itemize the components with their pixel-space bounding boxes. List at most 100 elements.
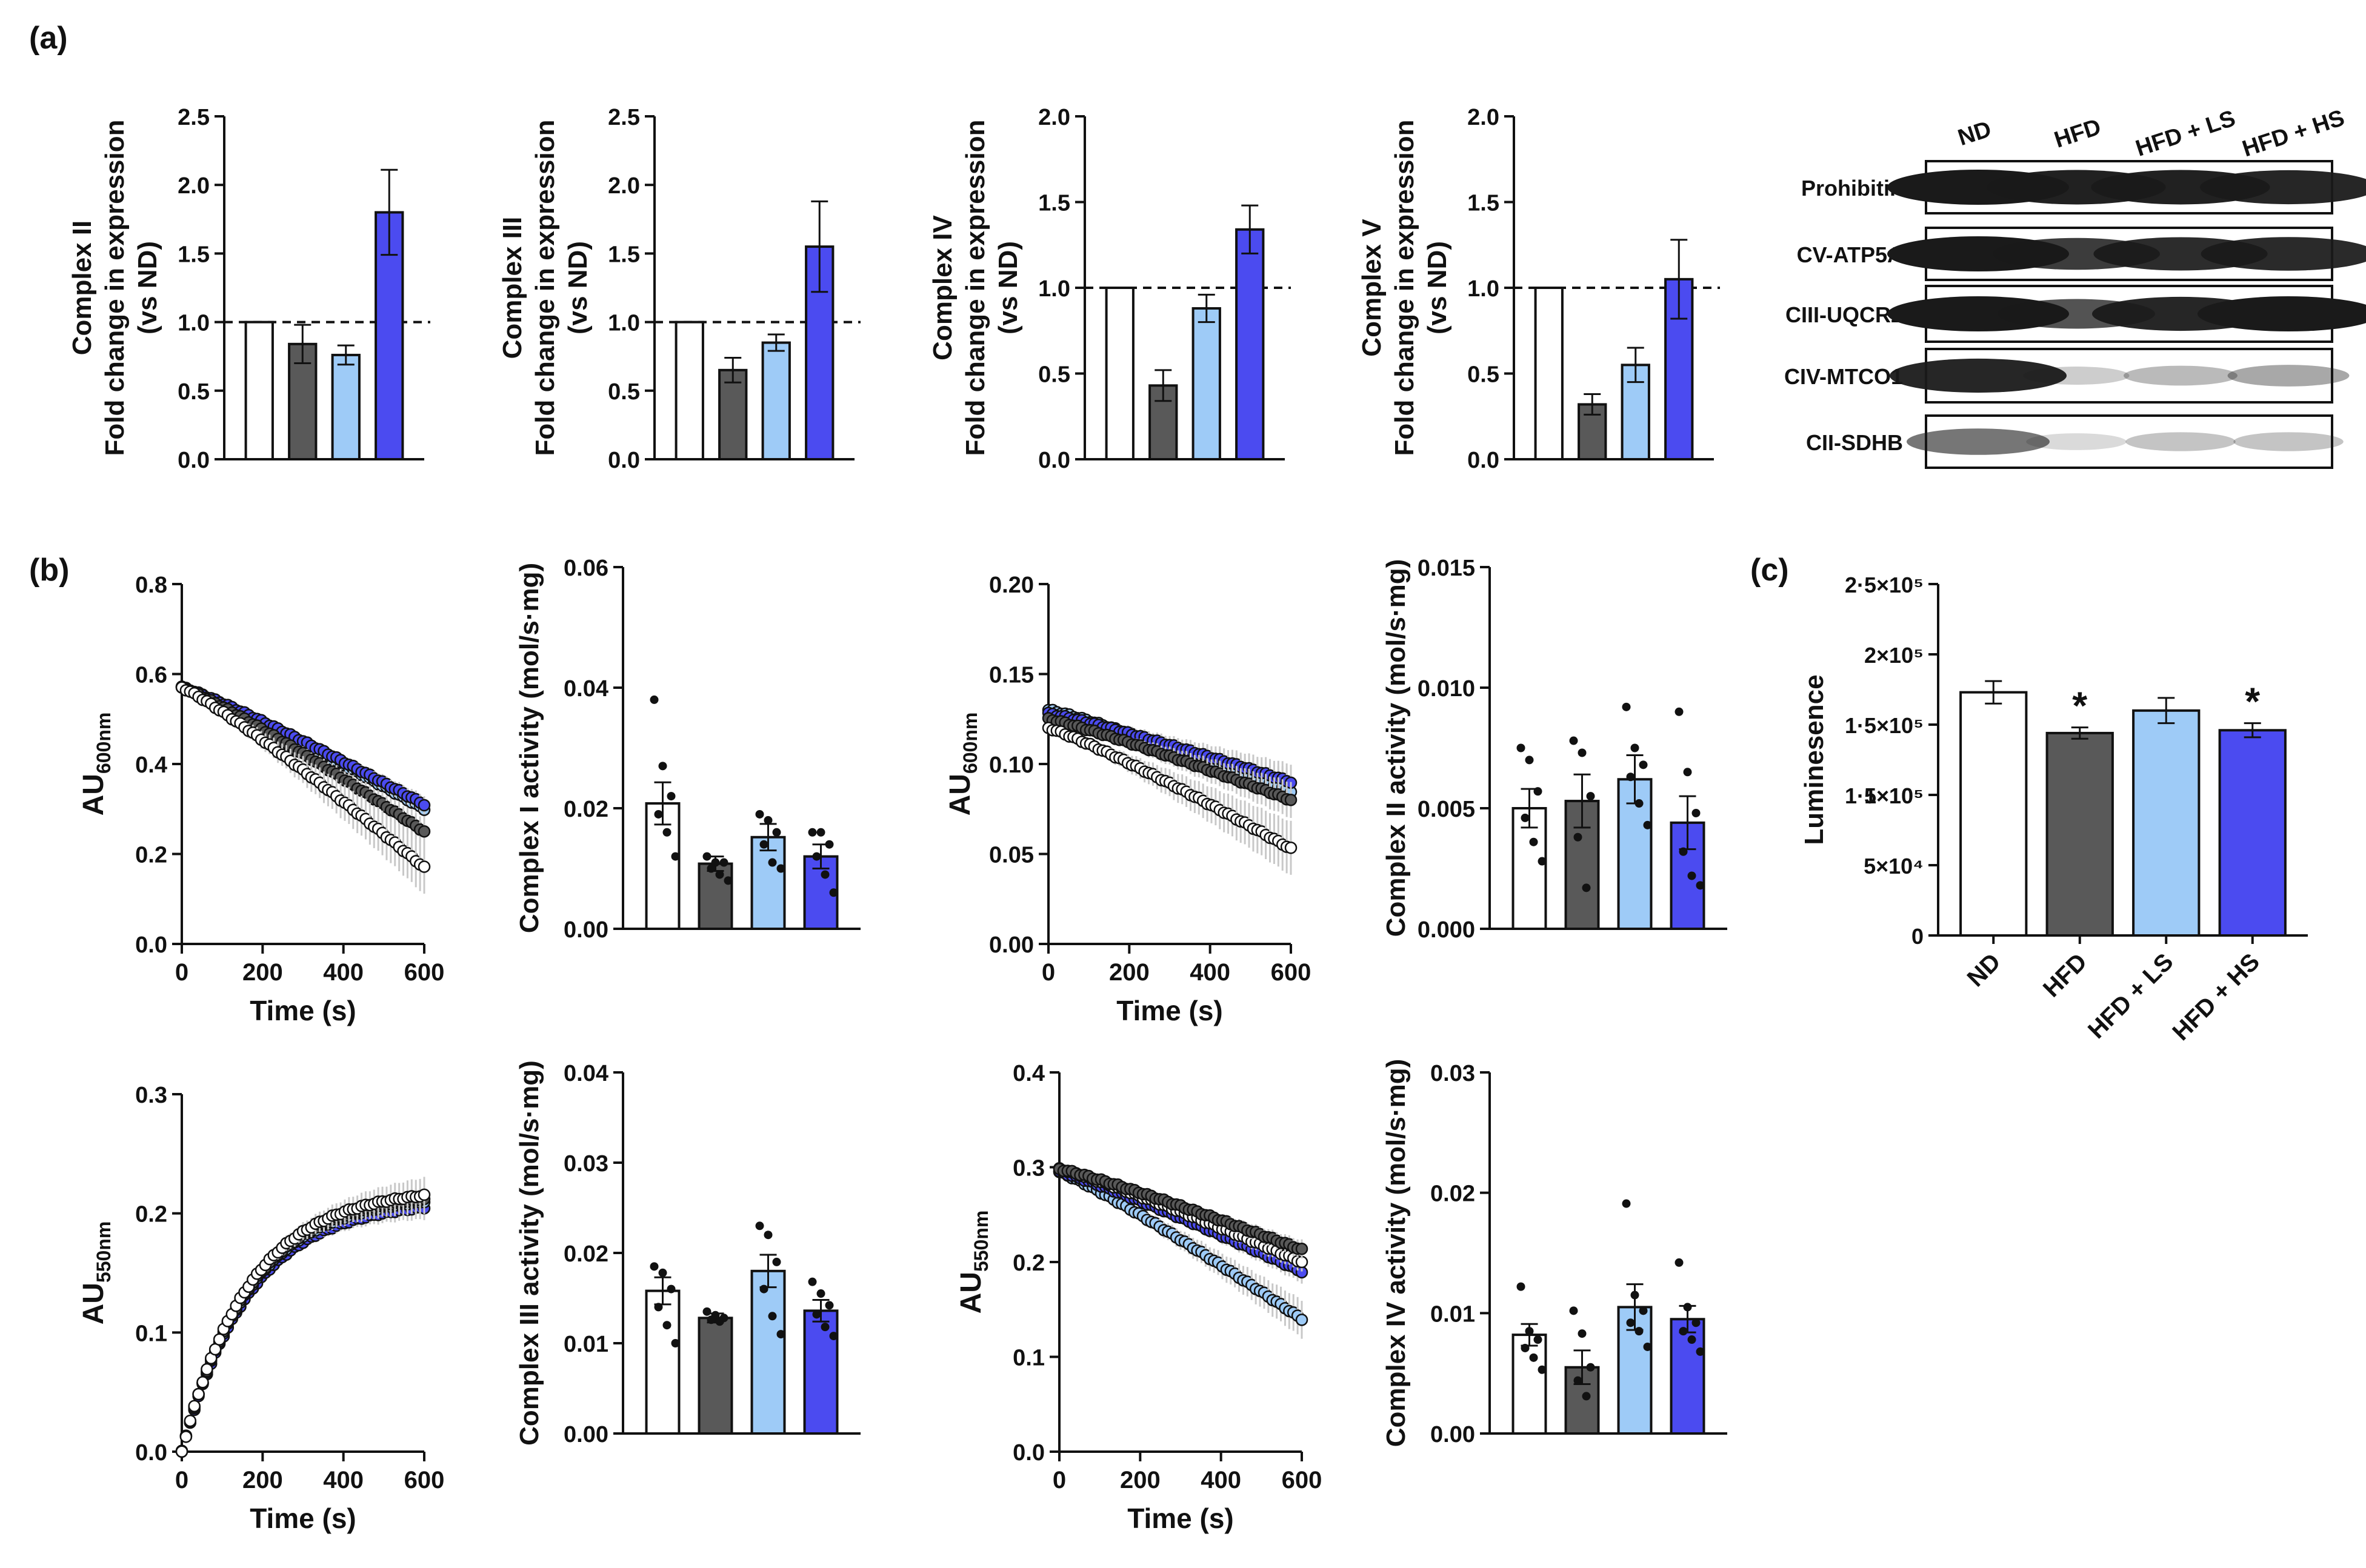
data-point [658, 762, 667, 771]
data-point [812, 852, 821, 861]
y-axis-title-main: AU [78, 1283, 110, 1324]
data-point [1675, 707, 1684, 716]
y-tick-label: 0.010 [1418, 676, 1475, 702]
scatter-chart-b1: 0.0 0.2 0.4 0.6 0.8 0 200 400 600 Time (s) AU600nm [78, 573, 444, 1026]
data-point [715, 870, 724, 879]
bar-0 [244, 321, 274, 460]
data-point [1582, 883, 1591, 892]
y-tick-label: 0.2 [1013, 1251, 1045, 1276]
bar-chart-a4: 0.0 0.5 1.0 1.5 2.0 Complex V Fold change in e… [1357, 105, 1720, 473]
data-point [1586, 1363, 1595, 1372]
y-tick-label: 0.00 [989, 932, 1034, 958]
data-point [1573, 1376, 1582, 1385]
y-tick-label: 0.02 [564, 1241, 608, 1267]
data-point [808, 1277, 817, 1286]
y-axis-title-main: AU [944, 774, 976, 816]
data-point [1643, 1342, 1652, 1351]
western-blot: ND HFD HFD + LS HFD + HS Prohibitin CV-ATP5A C… [1784, 105, 2366, 469]
y-tick-label: 2×10⁵ [1864, 643, 1924, 668]
data-point [772, 828, 781, 837]
bar-3 [1670, 1318, 1705, 1435]
data-point [1639, 1306, 1648, 1315]
y-axis-title: Complex II [67, 221, 97, 356]
blot-band [2227, 365, 2350, 387]
data-point [1586, 792, 1595, 801]
significance-marker: * [2072, 684, 2087, 728]
blot-band [2125, 432, 2236, 451]
data-point [1630, 1291, 1639, 1300]
y-tick-label: 2·5×10⁵ [1845, 573, 1924, 597]
blot-band [2124, 365, 2238, 386]
blot-band [2023, 367, 2130, 385]
data-point [707, 1315, 716, 1324]
data-point [759, 840, 768, 849]
x-tick-label: 600 [404, 959, 445, 986]
y-tick-label: 0.8 [135, 573, 167, 598]
bar-0 [675, 321, 704, 460]
data-point [650, 695, 659, 704]
y-axis-title-line2: Fold change in expression [100, 119, 130, 456]
y-axis-title-main: AU [955, 1272, 987, 1314]
y-tick-label: 0.04 [564, 676, 608, 702]
bar-chart-c: 05×10⁴1·5×10⁵1×10⁵1·5×10⁵2×10⁵2·5×10⁵ND*… [1799, 573, 2308, 1046]
y-axis-title-subscript: 550nm [970, 1211, 992, 1272]
y-tick-label: 0 [1911, 924, 1924, 949]
data-point [1679, 847, 1688, 856]
y-tick-label: 0.1 [135, 1321, 167, 1346]
y-axis-title-subscript: 600nm [93, 713, 115, 774]
y-tick-label: 0.0 [1013, 1440, 1045, 1466]
data-point [1643, 820, 1652, 829]
bar-chart-b2: 0.00 0.02 0.04 0.06 Complex I activity (mol/… [515, 556, 861, 943]
y-tick-label: 0.02 [1430, 1181, 1475, 1207]
data-point [175, 1445, 188, 1458]
bar-chart-a2: 0.0 0.5 1.0 1.5 2.0 2.5 Complex III Fold change… [498, 105, 861, 473]
data-point [179, 1430, 193, 1443]
bar-3 [1235, 228, 1265, 460]
y-tick-label: 0.015 [1418, 556, 1475, 581]
data-point [768, 1312, 777, 1321]
data-point [654, 809, 663, 819]
data-point [1538, 857, 1547, 866]
x-tick-label: ND [1962, 948, 2006, 992]
y-axis-title: Complex V [1357, 219, 1387, 357]
data-point [702, 852, 711, 861]
bar-1 [2045, 731, 2114, 937]
data-point [1516, 743, 1525, 752]
data-point [1683, 768, 1692, 777]
data-point [719, 858, 728, 867]
y-tick-label: 0.01 [564, 1332, 608, 1357]
y-tick-label: 1.0 [1038, 276, 1070, 302]
data-point [755, 809, 764, 819]
y-axis-title: AU600nm [78, 713, 115, 816]
blot-strip [1925, 348, 2333, 404]
y-tick-label: 0.20 [989, 573, 1034, 598]
x-tick-label: HFD + HS [2167, 948, 2265, 1046]
y-tick-label: 2.0 [1038, 105, 1070, 130]
series-hfd [1042, 712, 1298, 818]
scatter-chart-b3: 0.00 0.05 0.10 0.15 0.20 0 200 400 600 Time (s) AU… [944, 573, 1311, 1026]
data-point [1639, 760, 1648, 769]
bar-chart-b4: 0.000 0.005 0.010 0.015 Complex II activity … [1381, 556, 1727, 943]
x-tick-label: 400 [323, 1467, 364, 1493]
data-point [1691, 808, 1701, 817]
blot-band [1890, 358, 2067, 393]
bar-2 [750, 1269, 786, 1435]
data-point [671, 852, 680, 861]
y-tick-label: 0.5 [178, 379, 210, 405]
y-axis-title: AU600nm [944, 713, 981, 816]
data-point [658, 1268, 667, 1277]
bar-1 [698, 1317, 733, 1435]
data-point [759, 1284, 768, 1294]
panel-label-a: (a) [29, 21, 68, 56]
panel-label-c: (c) [1750, 553, 1789, 588]
y-axis-title-line2: Fold change in expression [961, 119, 990, 456]
data-point [808, 828, 817, 837]
data-point [724, 876, 733, 885]
data-point [184, 1414, 197, 1427]
bar-0 [1534, 287, 1564, 460]
blot-band [2201, 237, 2366, 271]
y-tick-label: 0.005 [1418, 797, 1475, 822]
data-point [1525, 756, 1534, 765]
y-tick-label: 0.4 [1013, 1061, 1045, 1086]
